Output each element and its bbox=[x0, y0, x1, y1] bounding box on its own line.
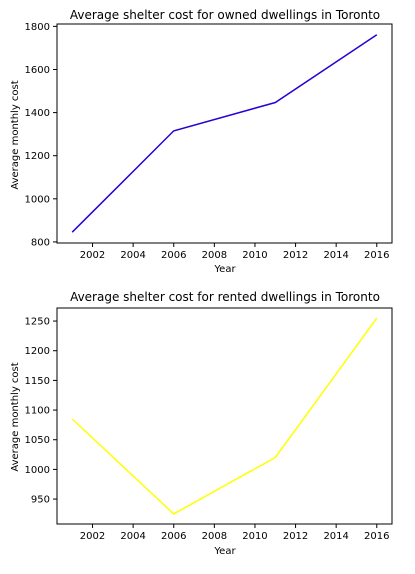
x-axis-label: Year bbox=[213, 264, 236, 275]
plot-area: 2002 2004 2006 2008 2010 2012 2014 2016 800 1000 1… bbox=[25, 22, 393, 261]
x-tick-label: 2014 bbox=[323, 531, 348, 542]
y-tick-label: 1000 bbox=[25, 465, 50, 476]
x-tick-label: 2010 bbox=[242, 531, 267, 542]
x-tick-label: 2004 bbox=[120, 531, 145, 542]
x-tick-label: 2016 bbox=[364, 531, 389, 542]
y-tick-label: 1600 bbox=[25, 65, 50, 76]
y-axis-label: Average monthly cost bbox=[10, 80, 21, 189]
y-tick-label: 1400 bbox=[25, 108, 50, 119]
y-tick-label: 1250 bbox=[25, 317, 50, 328]
chart-title: Average shelter cost for rented dwelling… bbox=[70, 290, 380, 304]
y-tick-label: 1100 bbox=[25, 406, 50, 417]
axes-frame bbox=[56, 23, 393, 244]
x-tick-label: 2014 bbox=[323, 250, 348, 261]
x-tick-label: 2012 bbox=[283, 531, 308, 542]
plot-area: 2002 2004 2006 2008 2010 2012 2014 2016 950 1000 1… bbox=[25, 307, 393, 542]
x-tick-label: 2008 bbox=[202, 531, 227, 542]
x-tick-label: 2002 bbox=[80, 531, 105, 542]
axes-frame bbox=[56, 307, 393, 525]
series-line bbox=[71, 34, 378, 233]
y-tick-label: 1050 bbox=[25, 435, 50, 446]
y-tick-label: 1200 bbox=[25, 151, 50, 162]
y-tick-label: 1200 bbox=[25, 346, 50, 357]
x-tick-label: 2004 bbox=[120, 250, 145, 261]
y-tick-label: 1150 bbox=[25, 376, 50, 387]
rented-dwellings-chart: Average shelter cost for rented dwelling… bbox=[10, 290, 393, 557]
x-tick-label: 2002 bbox=[80, 250, 105, 261]
x-axis-label: Year bbox=[213, 546, 236, 557]
series-line bbox=[71, 317, 378, 515]
y-tick-label: 1000 bbox=[25, 194, 50, 205]
x-tick-label: 2012 bbox=[283, 250, 308, 261]
x-tick-label: 2016 bbox=[364, 250, 389, 261]
y-tick-label: 1800 bbox=[25, 22, 50, 33]
y-tick-label: 950 bbox=[31, 495, 50, 506]
y-tick-label: 800 bbox=[31, 237, 50, 248]
x-tick-label: 2008 bbox=[202, 250, 227, 261]
x-tick-label: 2006 bbox=[161, 250, 186, 261]
x-tick-label: 2010 bbox=[242, 250, 267, 261]
x-tick-label: 2006 bbox=[161, 531, 186, 542]
owned-dwellings-chart: Average shelter cost for owned dwellings… bbox=[10, 8, 393, 275]
chart-title: Average shelter cost for owned dwellings… bbox=[70, 8, 380, 22]
y-axis-label: Average monthly cost bbox=[10, 362, 21, 471]
